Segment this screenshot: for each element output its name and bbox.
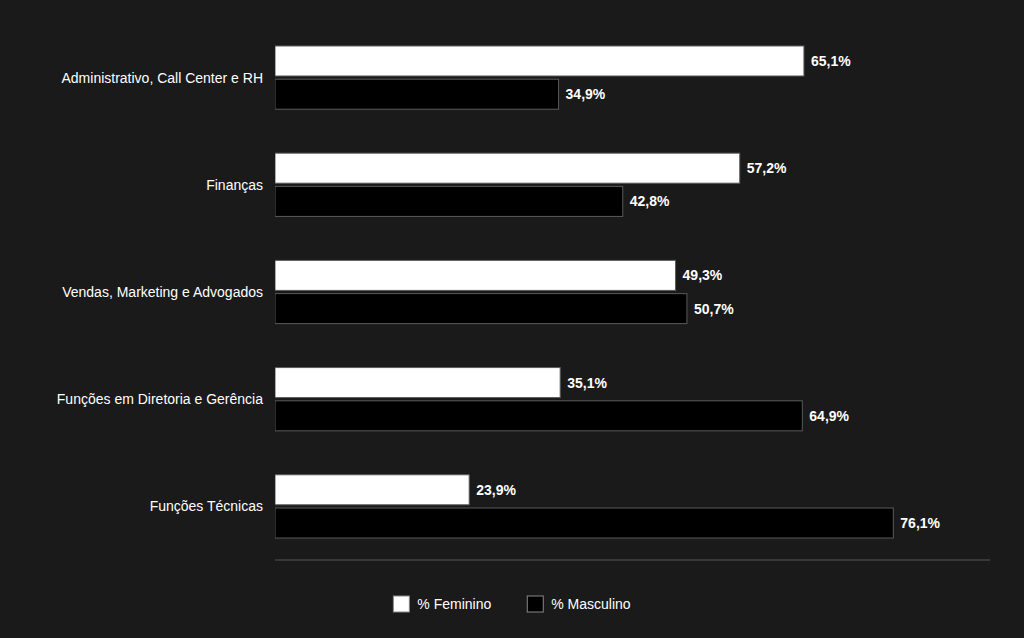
- bar: [275, 153, 740, 183]
- data-label: 23,9%: [476, 482, 516, 498]
- category-label: Funções Técnicas: [150, 498, 263, 514]
- data-label: 50,7%: [694, 301, 734, 317]
- data-label: 57,2%: [747, 160, 787, 176]
- data-label: 76,1%: [900, 515, 940, 531]
- data-label: 65,1%: [811, 53, 851, 69]
- data-label: 49,3%: [683, 267, 723, 283]
- bars: [275, 46, 893, 538]
- bar: [275, 46, 804, 76]
- chart-container: Administrativo, Call Center e RH 65,1% 34,…: [0, 0, 1024, 638]
- legend-label: % Feminino: [417, 596, 491, 612]
- bar: [275, 294, 687, 324]
- legend-label: % Masculino: [551, 596, 631, 612]
- legend-swatch: [527, 596, 543, 612]
- category-label: Administrativo, Call Center e RH: [61, 70, 263, 86]
- texts: Administrativo, Call Center e RH 65,1% 34,…: [57, 53, 941, 531]
- data-label: 35,1%: [567, 375, 607, 391]
- bar: [275, 260, 676, 290]
- data-label: 64,9%: [809, 408, 849, 424]
- data-label: 34,9%: [566, 86, 606, 102]
- category-label: Finanças: [206, 177, 263, 193]
- data-label: 42,8%: [630, 193, 670, 209]
- bar: [275, 401, 802, 431]
- bar: [275, 186, 623, 216]
- category-label: Funções em Diretoria e Gerência: [57, 391, 263, 407]
- legend-swatch: [393, 596, 409, 612]
- bar: [275, 368, 560, 398]
- category-label: Vendas, Marketing e Advogados: [62, 284, 263, 300]
- x-axis-line: [275, 560, 990, 561]
- chart-svg: Administrativo, Call Center e RH 65,1% 34,…: [0, 0, 1024, 638]
- background: [0, 0, 1024, 638]
- bar: [275, 475, 469, 505]
- bar: [275, 508, 893, 538]
- legend: % Feminino % Masculino: [393, 596, 631, 612]
- bar: [275, 79, 559, 109]
